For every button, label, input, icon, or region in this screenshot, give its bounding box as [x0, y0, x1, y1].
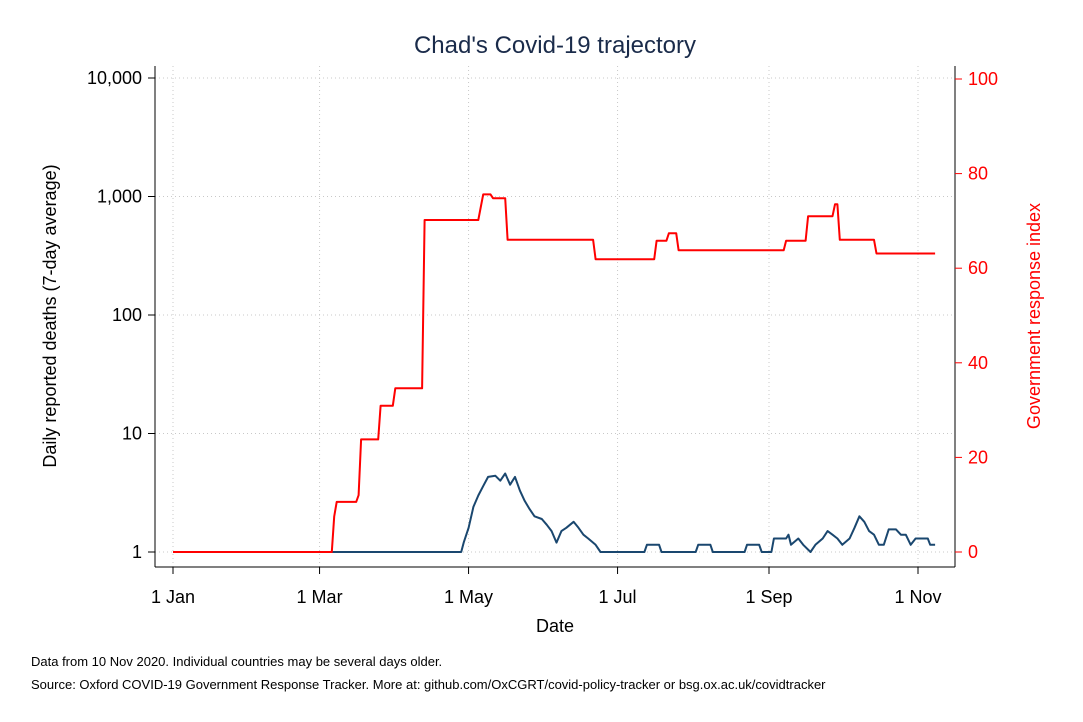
y-right-tick-label: 60: [968, 258, 988, 278]
y-right-tick-label: 40: [968, 353, 988, 373]
y-left-tick-label: 10,000: [87, 68, 142, 88]
x-tick-label: 1 Jul: [599, 587, 637, 607]
ticks: 1 Jan 1 Mar 1 May 1 Jul 1 Sep 1 Nov 1 10 100 1,00…: [87, 68, 998, 607]
x-axis-label: Date: [536, 616, 574, 636]
y-axis-right-label: Government response index: [1024, 203, 1044, 429]
y-right-tick-label: 0: [968, 542, 978, 562]
y-right-tick-label: 20: [968, 447, 988, 467]
y-left-tick-label: 1,000: [97, 187, 142, 207]
grid-lines: [155, 66, 955, 567]
y-left-tick-label: 1: [132, 542, 142, 562]
footnote-data-date: Data from 10 Nov 2020. Individual countr…: [31, 654, 443, 669]
x-tick-label: 1 Jan: [151, 587, 195, 607]
y-axis-left-label: Daily reported deaths (7-day average): [40, 164, 60, 467]
y-right-tick-label: 80: [968, 164, 988, 184]
x-tick-label: 1 May: [444, 587, 493, 607]
x-tick-label: 1 Mar: [297, 587, 343, 607]
y-left-tick-label: 100: [112, 305, 142, 325]
chart-title: Chad's Covid-19 trajectory: [414, 32, 696, 59]
series-lines: [173, 193, 936, 553]
x-tick-label: 1 Sep: [745, 587, 792, 607]
x-tick-label: 1 Nov: [894, 587, 941, 607]
response-index-series-line: [173, 193, 936, 553]
footnote-source: Source: Oxford COVID-19 Government Respo…: [31, 677, 826, 692]
axes: [154, 66, 956, 568]
y-left-tick-label: 10: [122, 424, 142, 444]
y-right-tick-label: 100: [968, 69, 998, 89]
deaths-series-line: [173, 472, 936, 553]
